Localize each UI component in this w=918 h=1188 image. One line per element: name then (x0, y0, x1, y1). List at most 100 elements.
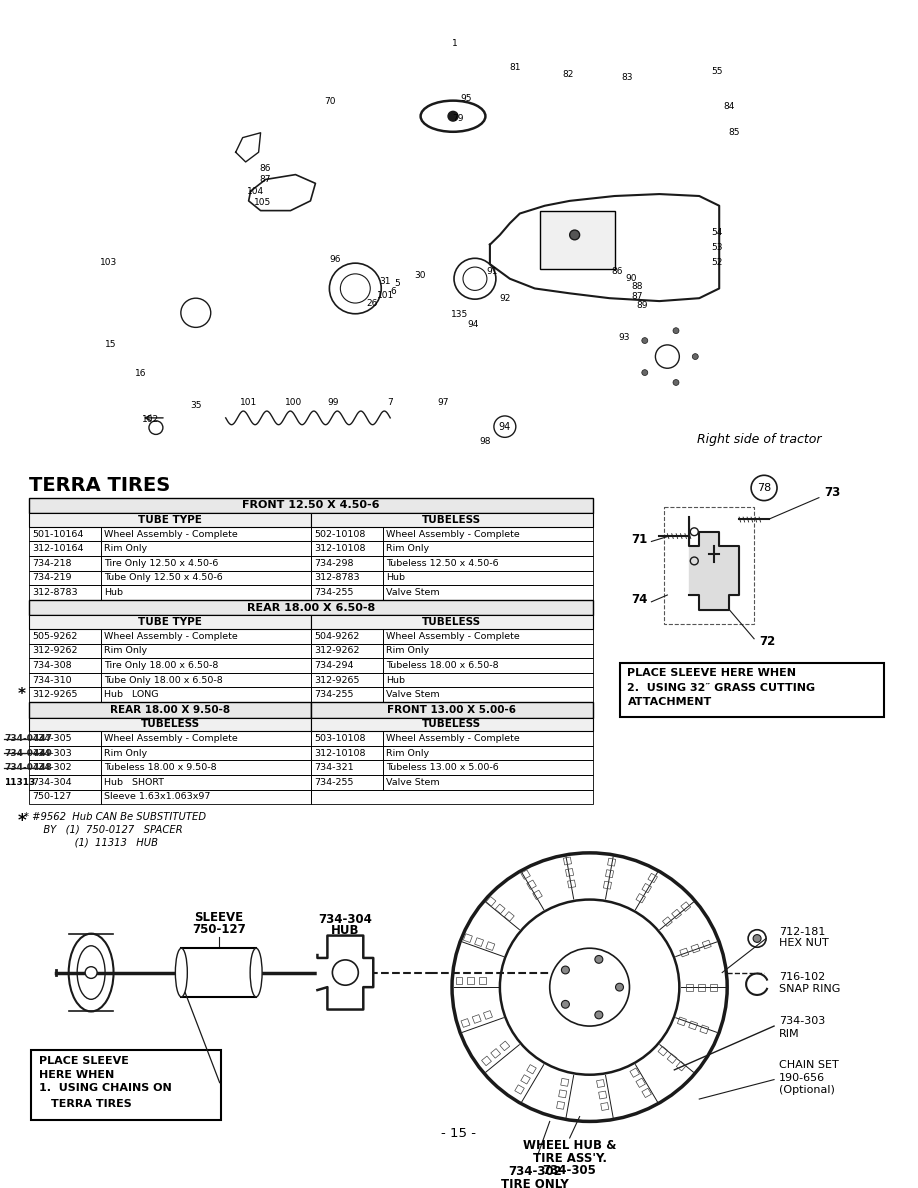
Bar (311, 718, 593, 732)
Bar (311, 586, 383, 600)
Bar (29, 513, 311, 526)
Bar (311, 658, 383, 672)
Bar (101, 644, 311, 658)
Text: 95: 95 (460, 94, 472, 103)
Text: Wheel Assembly - Complete: Wheel Assembly - Complete (386, 734, 520, 742)
Text: 15: 15 (106, 341, 117, 349)
Text: Rim Only: Rim Only (104, 646, 147, 656)
Bar (29, 556, 101, 570)
Text: 312-9262: 312-9262 (32, 646, 78, 656)
Text: 750-127: 750-127 (32, 792, 72, 802)
Bar (540, 210, 614, 268)
Text: 16: 16 (135, 368, 147, 378)
Bar (383, 658, 593, 672)
Circle shape (595, 1011, 603, 1019)
Text: HERE WHEN: HERE WHEN (39, 1070, 115, 1080)
Circle shape (562, 1000, 569, 1009)
Text: Right side of tractor: Right side of tractor (697, 432, 822, 446)
Text: 86: 86 (260, 164, 272, 173)
Text: 750-127: 750-127 (192, 923, 246, 936)
Bar (565, 868, 574, 877)
Circle shape (595, 955, 603, 963)
Bar (182, 948, 256, 997)
Text: 71: 71 (632, 533, 647, 546)
Polygon shape (490, 194, 719, 301)
Circle shape (753, 935, 761, 942)
Text: PLACE SLEEVE HERE WHEN: PLACE SLEEVE HERE WHEN (628, 668, 797, 678)
Text: 734-305: 734-305 (543, 1164, 597, 1177)
Text: 94: 94 (498, 422, 511, 431)
Text: TIRE ONLY: TIRE ONLY (501, 1177, 568, 1188)
Text: 1.  USING CHAINS ON: 1. USING CHAINS ON (39, 1083, 172, 1093)
Bar (311, 570, 383, 586)
Text: 101: 101 (240, 398, 257, 406)
Bar (561, 1079, 569, 1086)
Circle shape (85, 967, 97, 979)
Bar (311, 526, 383, 542)
Bar (29, 615, 311, 628)
Text: RIM: RIM (779, 1029, 800, 1038)
Bar (101, 526, 311, 542)
Bar (29, 498, 593, 513)
Bar (642, 1088, 652, 1098)
Bar (467, 977, 475, 984)
Text: 734-304: 734-304 (319, 912, 373, 925)
Text: 505-9262: 505-9262 (32, 632, 78, 640)
Bar (680, 948, 688, 956)
Text: 52: 52 (711, 258, 722, 266)
Bar (383, 775, 593, 790)
Text: *: * (17, 687, 26, 702)
Text: Tire Only 12.50 x 4.50-6: Tire Only 12.50 x 4.50-6 (104, 558, 218, 568)
Text: 88: 88 (632, 282, 644, 291)
Bar (702, 940, 711, 949)
Text: SLEEVE: SLEEVE (195, 911, 243, 924)
Polygon shape (236, 133, 261, 162)
Bar (311, 628, 383, 644)
Bar (597, 1080, 605, 1087)
Bar (567, 880, 576, 887)
Bar (630, 1068, 640, 1078)
Bar (311, 513, 593, 526)
Text: Rim Only: Rim Only (104, 544, 147, 554)
Bar (29, 775, 101, 790)
Bar (101, 570, 311, 586)
Bar (710, 984, 717, 991)
Text: Tubeless 18.00 x 6.50-8: Tubeless 18.00 x 6.50-8 (386, 661, 498, 670)
Bar (532, 890, 543, 899)
Text: TUBELESS: TUBELESS (422, 618, 481, 627)
Text: 734-0448: 734-0448 (5, 763, 52, 772)
Text: * #9562  Hub CAN Be SUBSTITUTED: * #9562 Hub CAN Be SUBSTITUTED (24, 811, 207, 822)
Polygon shape (121, 201, 330, 274)
Bar (700, 1025, 709, 1034)
Polygon shape (318, 936, 374, 1010)
Text: WHEEL HUB &: WHEEL HUB & (523, 1139, 616, 1152)
Bar (383, 586, 593, 600)
Text: 93: 93 (619, 333, 631, 342)
Bar (311, 672, 383, 688)
Bar (681, 902, 690, 911)
Bar (521, 1075, 531, 1083)
Bar (101, 688, 311, 702)
Bar (527, 1064, 536, 1074)
Bar (29, 790, 101, 804)
Text: - 15 -: - 15 - (442, 1126, 476, 1139)
Bar (461, 1018, 470, 1028)
Text: 734-255: 734-255 (314, 690, 353, 700)
Bar (29, 672, 101, 688)
Bar (29, 760, 101, 775)
Bar (311, 760, 383, 775)
Text: Wheel Assembly - Complete: Wheel Assembly - Complete (386, 632, 520, 640)
Text: 312-9265: 312-9265 (314, 676, 360, 684)
Text: 87: 87 (632, 292, 644, 301)
Bar (101, 732, 311, 746)
Bar (464, 934, 473, 942)
Text: 84: 84 (723, 102, 735, 110)
Bar (101, 790, 311, 804)
Bar (603, 881, 611, 889)
Text: 503-10108: 503-10108 (314, 734, 365, 742)
Text: 712-181: 712-181 (779, 927, 825, 936)
Bar (383, 672, 593, 688)
Bar (686, 984, 693, 991)
Text: Hub   SHORT: Hub SHORT (104, 778, 164, 786)
Text: 81: 81 (509, 63, 521, 72)
